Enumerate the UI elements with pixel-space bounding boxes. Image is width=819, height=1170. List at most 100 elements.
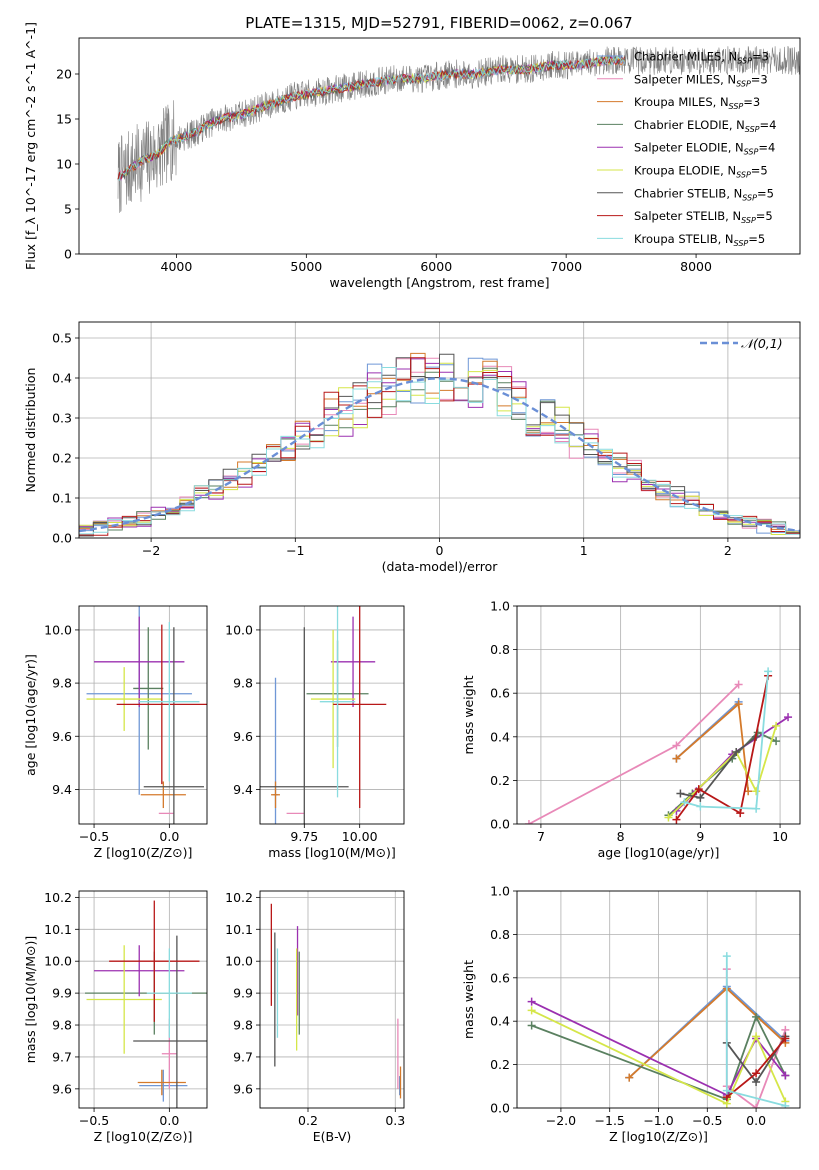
plot-area: [524, 667, 793, 824]
x-axis-label: wavelength [Angstrom, rest frame]: [329, 275, 549, 290]
legend-subscript: SSP: [737, 57, 752, 66]
model-spectrum-kroupa-stelib: [117, 55, 626, 181]
y-tick-label: 9.9: [233, 986, 253, 1001]
y-tick-label: 0.2: [490, 773, 510, 788]
axes-frame: [78, 605, 208, 825]
data-marker: [676, 789, 685, 798]
y-tick-label: 0.8: [490, 927, 510, 942]
x-tick-label: −2.0: [546, 1113, 576, 1128]
y-tick-label: 0.3: [52, 411, 72, 426]
y-tick-label: 1.0: [490, 599, 510, 614]
data-marker: [672, 815, 681, 824]
x-tick-label: 8000: [680, 259, 712, 274]
y-tick-label: 0.6: [490, 686, 510, 701]
y-tick-label: 10.0: [225, 622, 253, 637]
data-marker: [527, 997, 536, 1006]
model-spectrum-salpeter-elodie: [117, 55, 625, 182]
model-spectrum-chabrier-stelib: [117, 55, 625, 180]
legend-value: =3: [752, 50, 769, 64]
y-tick-label: 20: [56, 67, 72, 82]
x-tick-label: 9: [696, 829, 704, 844]
y-tick-label: 0.2: [52, 451, 72, 466]
x-tick-label: −1: [286, 543, 304, 558]
panel-weight-vs-metallicity: −2.0 −1.5 −1.0 −0.5 0.0 0.0 0.2 0.4 0.6 0.8 1.0 Z […: [461, 884, 801, 1144]
y-tick-label: 9.8: [52, 676, 72, 691]
x-axis-label: mass [log10(M/M⊙)]: [268, 845, 396, 860]
axes-frame: [516, 605, 801, 825]
histogram-chabrier-stelib: [79, 353, 800, 537]
y-tick-label: 9.6: [233, 729, 253, 744]
weight-line-kroupa-elodie: [667, 725, 777, 819]
y-tick-label: 0: [64, 247, 72, 262]
x-tick-label: −0.5: [692, 1113, 722, 1128]
legend-subscript: SSP: [734, 239, 749, 248]
data-marker: [672, 741, 681, 750]
plot-area: [85, 900, 207, 1108]
data-marker: [781, 1034, 790, 1043]
model-spectrum-salpeter-miles: [117, 56, 625, 180]
y-tick-label: 0.4: [490, 1014, 510, 1029]
legend-subscript: SSP: [729, 102, 744, 111]
y-tick-label: 0.0: [490, 1101, 510, 1116]
y-tick-label: 10.2: [225, 890, 253, 905]
y-tick-label: 0.6: [490, 970, 510, 985]
x-tick-label: −0.5: [79, 1113, 109, 1128]
x-tick-label: 2: [724, 543, 732, 558]
y-tick-label: 9.8: [233, 1018, 253, 1033]
panel-age-vs-metallicity: −0.5 0.0 9.4 9.6 9.8 10.0 Z [log10(Z/Z⊙)] age […: [23, 605, 208, 860]
data-marker: [781, 1101, 790, 1108]
legend-subscript: SSP: [744, 148, 759, 157]
y-tick-label: 9.7: [233, 1049, 253, 1064]
data-marker: [527, 1021, 536, 1030]
x-tick-label: 10: [772, 829, 788, 844]
x-tick-label: 6000: [420, 259, 452, 274]
axes-frame: [259, 890, 405, 1109]
data-marker: [696, 802, 705, 811]
x-tick-label: 0.3: [385, 1113, 405, 1128]
x-axis-label: Z [log10(Z/Z⊙)]: [94, 1129, 193, 1144]
x-axis-label: (data-model)/error: [382, 559, 499, 574]
model-spectrum-kroupa-miles: [117, 55, 625, 180]
axes-frame: [259, 605, 405, 825]
legend-value: =5: [757, 186, 774, 200]
legend-subscript: SSP: [741, 216, 756, 225]
normal-reference-curve: [79, 377, 800, 533]
x-tick-label: −0.5: [79, 829, 109, 844]
y-tick-label: 9.6: [52, 729, 72, 744]
data-marker: [784, 713, 793, 722]
weight-line-kroupa-stelib: [684, 671, 769, 810]
plot-area: [117, 46, 800, 213]
axes-frame: [78, 890, 208, 1109]
x-tick-label: −1.0: [643, 1113, 673, 1128]
y-tick-label: 0.1: [52, 491, 72, 506]
y-tick-label: 9.7: [52, 1049, 72, 1064]
x-tick-label: 0.0: [159, 829, 179, 844]
y-tick-label: 1.0: [490, 884, 510, 899]
panel-mass-vs-metallicity: −0.5 0.0 9.6 9.7 9.8 9.9 10.0 10.1 10.2 Z [log10(…: [23, 890, 208, 1144]
histogram-kroupa-stelib: [79, 367, 800, 535]
y-axis-label: Normed distribution: [23, 368, 38, 493]
legend-label: Chabrier STELIB, NSSP=5: [634, 186, 774, 202]
data-marker: [752, 804, 761, 813]
y-tick-label: 5: [64, 202, 72, 217]
legend-label: Kroupa STELIB, NSSP=5: [634, 232, 765, 248]
data-marker: [527, 1006, 536, 1015]
y-axis-label: mass weight: [461, 960, 476, 1039]
y-axis-label: age [log10(age/yr)]: [23, 654, 38, 776]
observed-spectrum: [117, 46, 800, 213]
plot-area: [270, 903, 402, 1099]
legend-value: =3: [751, 72, 768, 86]
legend-value: =4: [758, 141, 775, 155]
data-marker: [694, 785, 703, 794]
model-spectrum-chabrier-miles: [117, 55, 625, 180]
x-tick-label: 7: [537, 829, 545, 844]
x-tick-label: 0.0: [746, 1113, 766, 1128]
legend-label: Chabrier MILES, NSSP=3: [634, 50, 769, 66]
legend-value: =4: [760, 118, 777, 132]
weight-line-salpeter-miles: [528, 683, 740, 824]
data-marker: [752, 1104, 761, 1108]
legend-label: 𝒩(0,1): [741, 336, 783, 351]
y-tick-label: 9.6: [52, 1081, 72, 1096]
